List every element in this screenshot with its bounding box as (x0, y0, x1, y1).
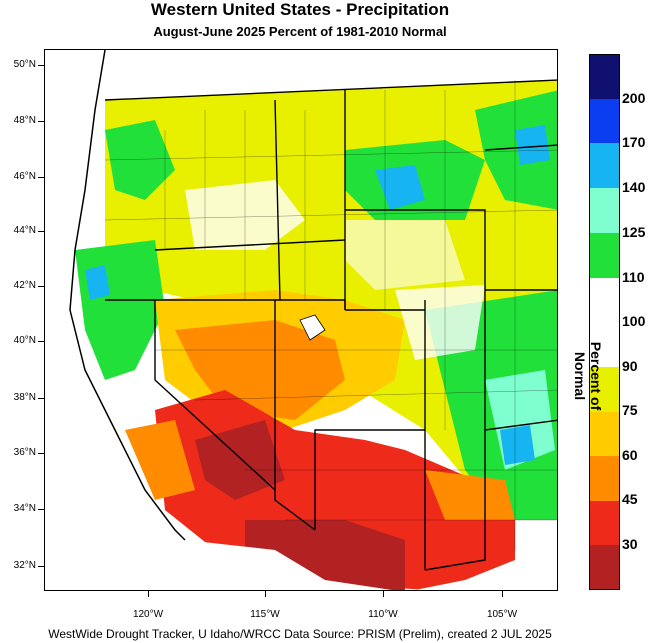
lon-tick (383, 591, 384, 597)
legend-label-60: 60 (622, 447, 638, 463)
legend-label-140: 140 (622, 179, 646, 195)
legend-label-75: 75 (622, 402, 638, 418)
great-salt-lake (299, 314, 326, 341)
lat-tick (38, 453, 44, 454)
legend-swatch-90-100 (590, 322, 619, 367)
lon-label-110w: 110°W (368, 609, 398, 620)
county-boundaries (104, 80, 557, 550)
lat-tick (38, 509, 44, 510)
zone-140-170-colorado (500, 425, 535, 465)
lon-tick (265, 591, 266, 597)
lat-label-42n: 42°N (13, 280, 36, 291)
map-canvas (45, 50, 557, 590)
mexico-east (415, 550, 557, 590)
lat-label-32n: 32°N (13, 560, 36, 571)
legend-swatch-125-140 (590, 188, 619, 233)
zone-45-60-socal (125, 420, 195, 500)
zone-90-110-colorado (395, 285, 485, 360)
lat-label-34n: 34°N (13, 503, 36, 514)
zone-90-110-wyoming (345, 220, 465, 290)
footer-credit: WestWide Drought Tracker, U Idaho/WRCC D… (48, 627, 552, 641)
map-subtitle: August-June 2025 Percent of 1981-2010 No… (153, 24, 447, 39)
lat-tick (38, 231, 44, 232)
coastline (69, 50, 186, 541)
zone-140-170-wyoming (375, 165, 425, 210)
zone-140-170-nd (515, 125, 550, 165)
legend-swatch-140-170 (590, 143, 619, 188)
map-title: Western United States - Precipitation (150, 0, 450, 19)
lat-label-44n: 44°N (13, 225, 36, 236)
lon-tick (502, 591, 503, 597)
lat-tick (38, 121, 44, 122)
lat-tick (38, 398, 44, 399)
lon-label-105w: 105°W (486, 609, 518, 620)
lat-label-36n: 36°N (13, 447, 36, 458)
zone-140-170-norcal (85, 265, 110, 300)
legend-colorbar (589, 54, 620, 590)
legend-swatch-110-125 (590, 233, 619, 278)
legend-swatch-170-200 (590, 99, 619, 143)
lat-tick (38, 286, 44, 287)
legend-swatch-45-60 (590, 456, 619, 501)
legend-title: Percent of Normal (572, 341, 604, 411)
zone-lt30-mojave (195, 420, 285, 500)
mexico-area (185, 540, 392, 590)
legend-label-90: 90 (622, 358, 638, 374)
lon-tick (148, 591, 149, 597)
legend-label-200: 200 (622, 90, 646, 106)
lat-tick (38, 65, 44, 66)
lat-tick (38, 566, 44, 567)
precipitation-map (44, 49, 558, 591)
lat-label-40n: 40°N (13, 335, 36, 346)
lat-label-50n: 50°N (13, 59, 36, 70)
lat-label-48n: 48°N (13, 115, 36, 126)
legend-label-30: 30 (622, 536, 638, 552)
lat-label-38n: 38°N (13, 392, 36, 403)
lat-tick (38, 177, 44, 178)
zone-60-75-nm (425, 470, 515, 520)
lon-label-115w: 115°W (250, 609, 280, 620)
zone-110-125-pnw (105, 120, 175, 200)
lat-label-46n: 46°N (13, 171, 36, 182)
legend-label-100: 100 (622, 313, 646, 329)
legend-label-125: 125 (622, 224, 646, 240)
canada-area (105, 50, 557, 100)
legend-swatch-gt200 (590, 55, 619, 99)
legend-swatch-60-75 (590, 412, 619, 456)
legend-swatch-75-90 (590, 367, 619, 412)
legend-swatch-lt30 (590, 545, 619, 589)
legend-swatch-100-110 (590, 278, 619, 322)
legend-swatch-30-45 (590, 501, 619, 545)
legend-label-170: 170 (622, 134, 646, 150)
pacific-ocean (45, 50, 185, 590)
lon-label-120w: 120°W (132, 609, 164, 620)
lat-tick (38, 341, 44, 342)
zone-110-125-ne (475, 90, 557, 210)
legend-label-110: 110 (622, 269, 645, 285)
legend-label-45: 45 (622, 491, 638, 507)
